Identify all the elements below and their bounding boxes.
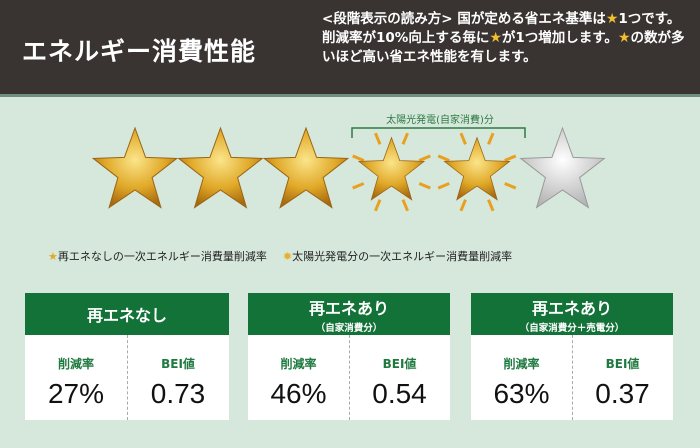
sun-ray: [418, 154, 431, 162]
guide-text: <段階表示の読み方> 国が定める省エネ基準は: [322, 11, 606, 27]
legend-label: 太陽光発電分の一次エネルギー消費量削減率: [292, 250, 513, 263]
sun-ray: [401, 199, 409, 212]
card-header: 再エネあり （自家消費分＋売電分）: [471, 293, 673, 335]
gold-star-icon: [91, 126, 179, 209]
bei-value: 0.37: [595, 378, 650, 409]
reading-guide: <段階表示の読み方> 国が定める省エネ基準は★1つです。削減率が10%向上する毎…: [322, 10, 692, 67]
rate-value: 46%: [270, 378, 327, 409]
sun-ray: [401, 132, 409, 145]
solar-star-icon: [443, 136, 511, 201]
card-subtitle: （自家消費分）: [315, 322, 383, 334]
empty-star-icon: [519, 126, 606, 209]
sun-ray: [487, 199, 495, 212]
bei-value: 0.54: [372, 378, 427, 409]
sun-ray: [459, 132, 467, 145]
guide-text: が1つ増加します。: [501, 30, 618, 46]
bei-label: BEI値: [161, 357, 195, 371]
card-subtitle: （自家消費分＋売電分）: [519, 322, 625, 334]
sun-ray: [374, 199, 382, 212]
legend: ★再エネなしの一次エネルギー消費量削減率 ✹太陽光発電分の一次エネルギー消費量削…: [48, 248, 512, 264]
guide-text: の数が多いほど高い省エネ性能を有します。: [322, 30, 685, 65]
bei-value: 0.73: [150, 378, 206, 409]
card-header: 再エネなし: [25, 293, 229, 335]
rate-value: 27%: [47, 378, 105, 409]
bei-label: BEI値: [605, 357, 640, 371]
sun-ray: [504, 154, 517, 162]
star-icon: ★: [605, 11, 619, 27]
rate-label: 削減率: [503, 357, 540, 371]
card-title: 再エネあり: [531, 298, 612, 318]
sun-ray: [352, 182, 365, 190]
sun-ray: [437, 182, 450, 190]
solar-bracket-label: 太陽光発電(自家消費)分: [386, 115, 494, 126]
legend-label: 再エネなしの一次エネルギー消費量削減率: [57, 250, 267, 263]
rate-label: 削減率: [280, 357, 317, 371]
card-header: 再エネあり （自家消費分）: [248, 293, 450, 335]
star-icon: ★: [617, 30, 631, 46]
gold-star-icon: [262, 126, 350, 209]
rate-value: 63%: [493, 378, 550, 409]
page-title: エネルギー消費性能: [22, 37, 257, 66]
star-rating: [91, 126, 606, 212]
card-title: 再エネあり: [308, 298, 389, 318]
card-no-renewable: 再エネなし 削減率 27% BEI値 0.73: [25, 293, 229, 420]
sun-ray: [487, 132, 495, 145]
sun-ray: [374, 132, 382, 145]
gold-star-icon: ★: [48, 250, 58, 263]
legend-item: ★再エネなしの一次エネルギー消費量削減率: [48, 248, 267, 264]
card-renewable-self-sale: 再エネあり （自家消費分＋売電分） 削減率 63% BEI値 0.37: [471, 293, 673, 420]
gold-star-icon: [177, 126, 264, 209]
sun-ray: [504, 182, 517, 190]
card-title: 再エネなし: [86, 306, 167, 325]
star-icon: ★: [489, 30, 502, 46]
sun-ray: [418, 182, 431, 190]
card-renewable-self: 再エネあり （自家消費分） 削減率 46% BEI値 0.54: [248, 293, 450, 420]
sun-ray: [459, 199, 467, 212]
sun-star-icon: ✹: [282, 250, 293, 263]
rate-label: 削減率: [57, 357, 94, 371]
legend-item: ✹太陽光発電分の一次エネルギー消費量削減率: [283, 248, 512, 264]
bei-label: BEI値: [382, 357, 417, 371]
header: エネルギー消費性能 <段階表示の読み方> 国が定める省エネ基準は★1つです。削減…: [0, 0, 700, 97]
sun-ray: [437, 154, 450, 162]
guide-text: 1つです。削減率が10%向上する毎に: [322, 11, 681, 46]
solar-star-icon: [357, 136, 426, 201]
solar-bracket: [351, 127, 526, 138]
sun-ray: [352, 154, 365, 162]
